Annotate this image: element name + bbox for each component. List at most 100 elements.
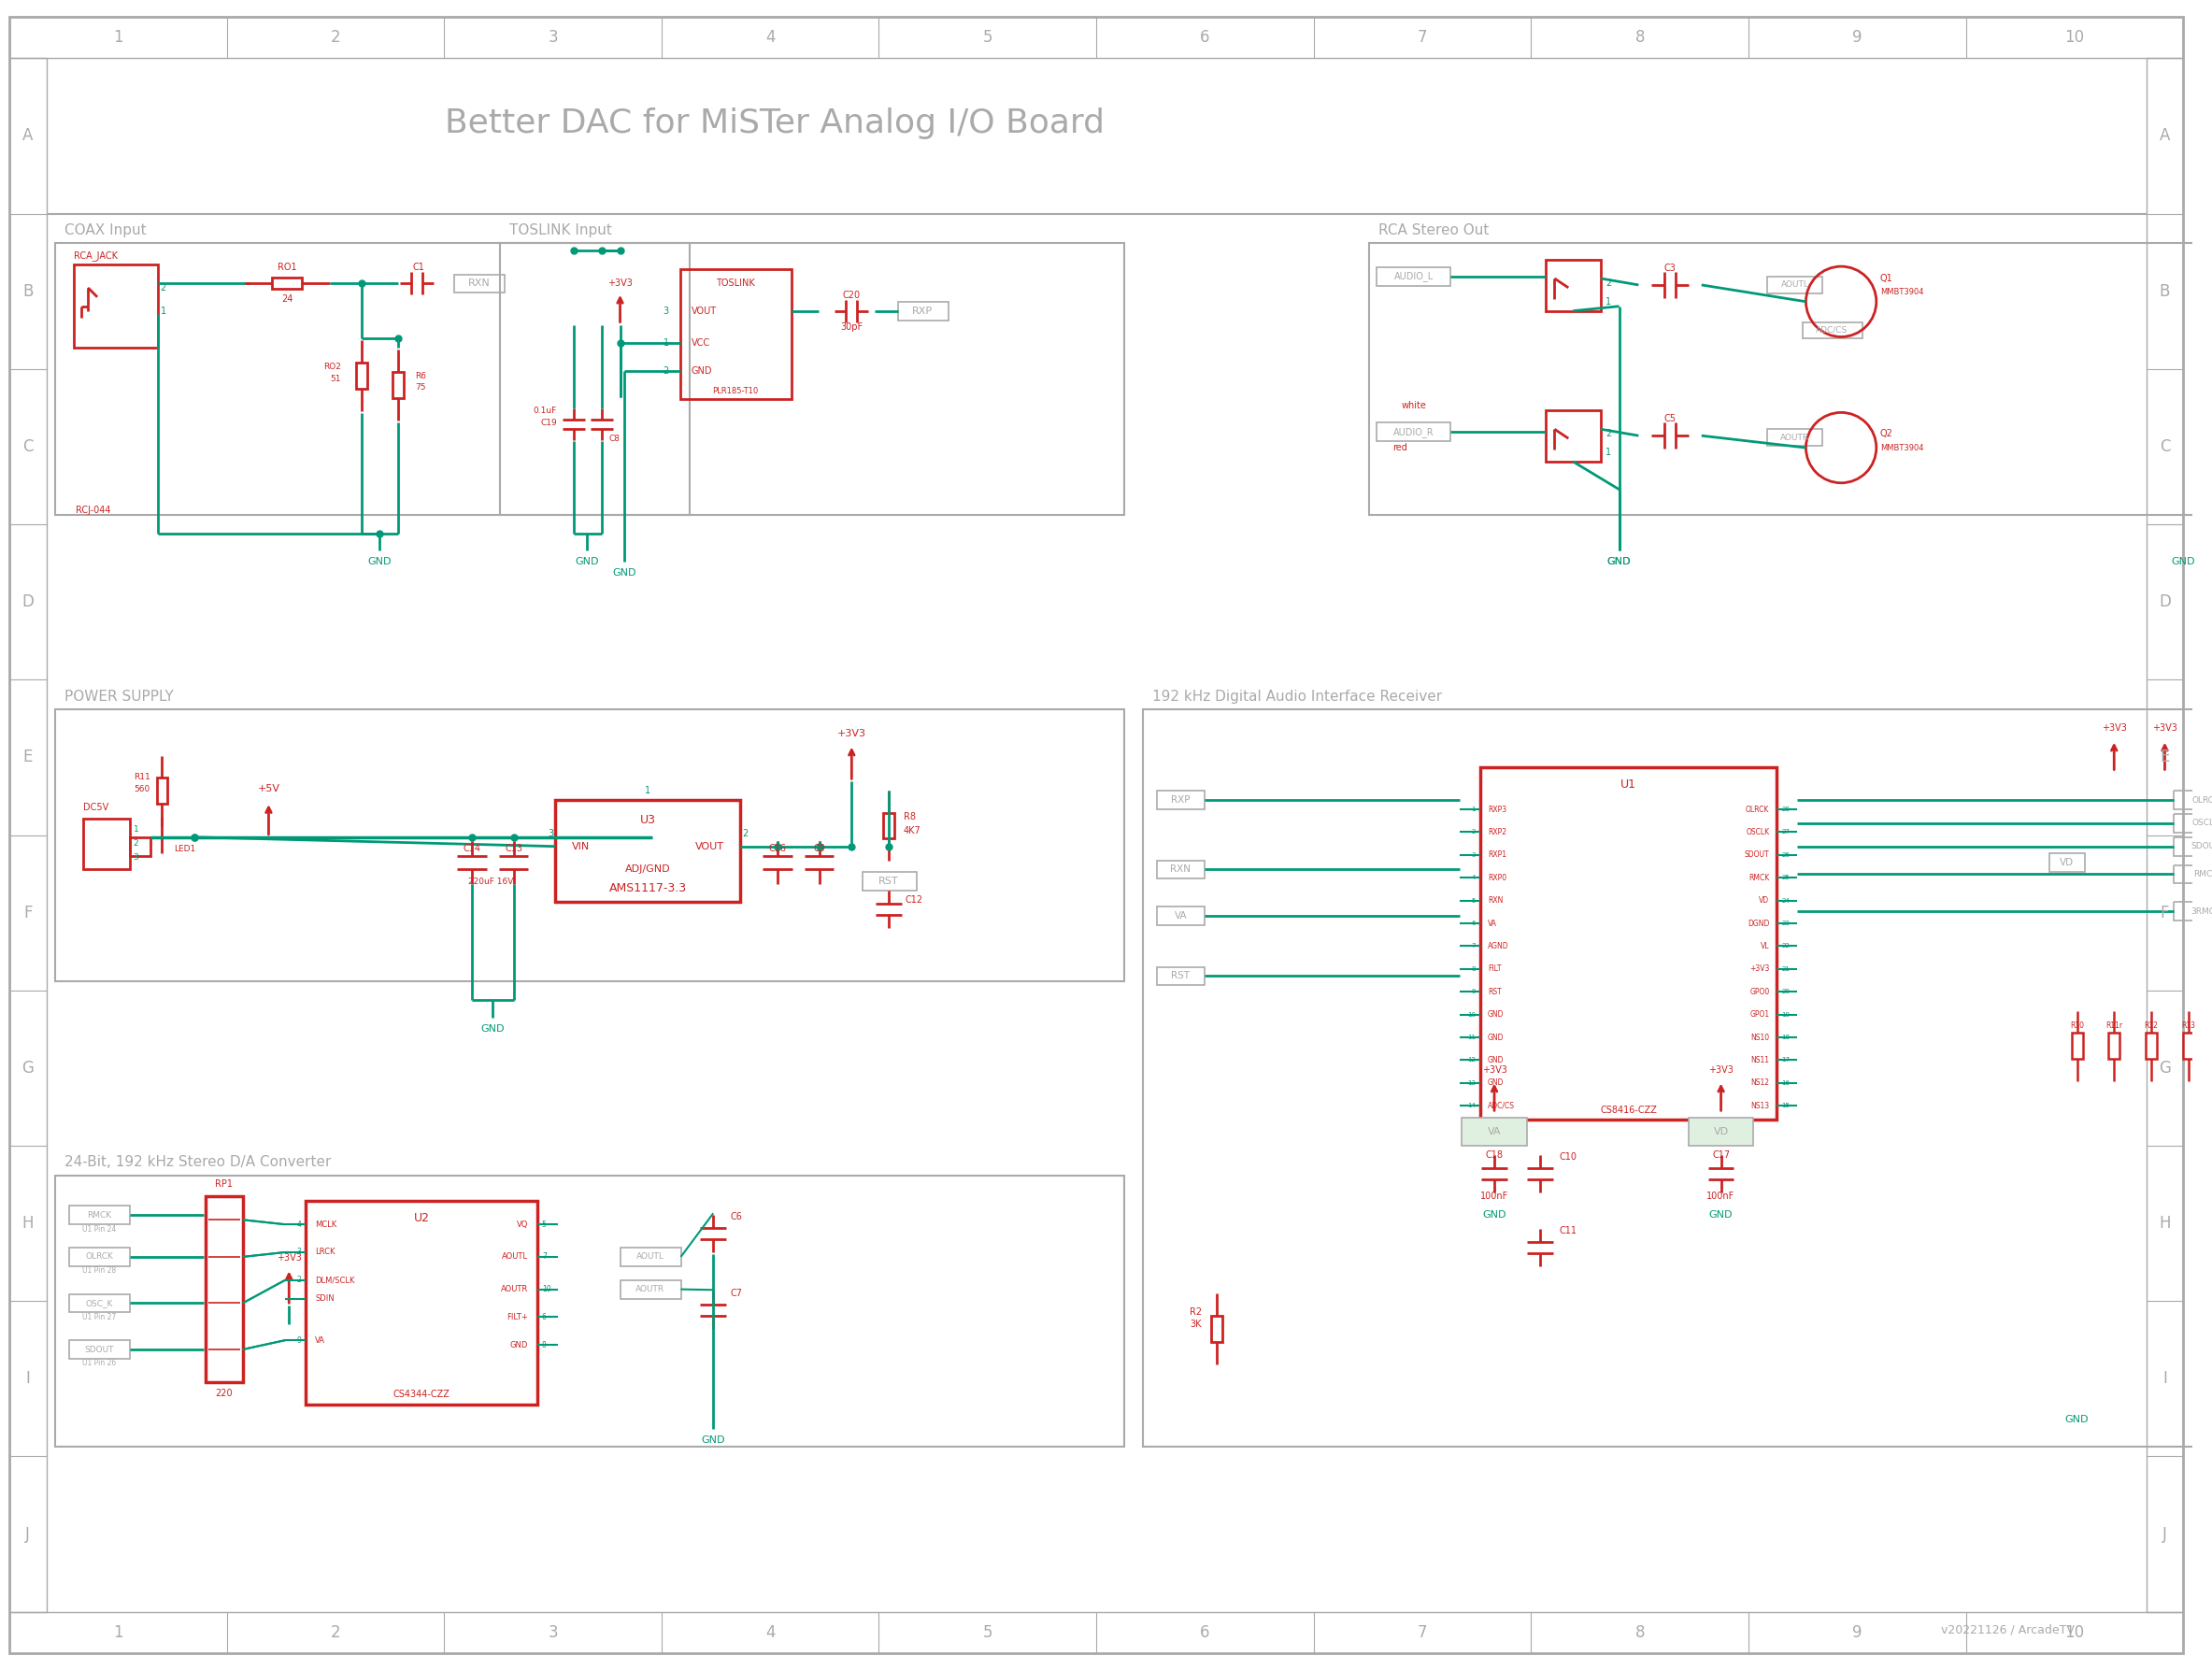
Text: 7: 7 xyxy=(1418,1625,1427,1642)
Text: 100nF: 100nF xyxy=(1480,1192,1509,1201)
Text: 220uF 16V: 220uF 16V xyxy=(467,877,513,885)
Text: 7: 7 xyxy=(542,1252,546,1261)
Text: R11r: R11r xyxy=(2106,1022,2124,1030)
Text: U1 Pin 26: U1 Pin 26 xyxy=(82,1359,115,1368)
Text: 18: 18 xyxy=(1781,1034,1790,1040)
Bar xyxy=(1212,1316,1223,1341)
Text: 3: 3 xyxy=(549,828,553,838)
Text: GND: GND xyxy=(1489,1079,1504,1087)
Text: RXP0: RXP0 xyxy=(1489,873,1506,882)
Text: G: G xyxy=(2159,1059,2170,1077)
Text: AOUTR: AOUTR xyxy=(1781,433,1809,443)
Bar xyxy=(131,837,150,855)
Bar xyxy=(9,17,2183,58)
Text: E: E xyxy=(2159,748,2170,767)
Text: RCJ-044: RCJ-044 xyxy=(75,506,111,514)
Text: 0.1uF: 0.1uF xyxy=(533,406,557,414)
Text: 11: 11 xyxy=(1467,1034,1475,1040)
Text: CS4344-CZZ: CS4344-CZZ xyxy=(394,1389,449,1398)
Text: 192 kHz Digital Audio Interface Receiver: 192 kHz Digital Audio Interface Receiver xyxy=(1152,690,1442,703)
Bar xyxy=(69,1294,131,1313)
Text: 2: 2 xyxy=(330,28,341,45)
Text: 9: 9 xyxy=(1851,28,1863,45)
Bar xyxy=(69,1247,131,1266)
Bar xyxy=(1767,277,1823,294)
Bar xyxy=(9,58,46,1612)
Text: 560: 560 xyxy=(135,785,150,793)
Bar xyxy=(69,1206,131,1224)
Text: GND: GND xyxy=(1608,556,1630,566)
Bar xyxy=(883,813,894,838)
Text: 7: 7 xyxy=(1471,944,1475,949)
Text: OLRCK: OLRCK xyxy=(2192,797,2212,805)
Text: 2: 2 xyxy=(1471,830,1475,835)
Text: AMS1117-3.3: AMS1117-3.3 xyxy=(608,882,686,893)
Text: CS8416-CZZ: CS8416-CZZ xyxy=(1599,1106,1657,1116)
Text: GND: GND xyxy=(1489,1010,1504,1019)
Bar xyxy=(1157,967,1206,985)
Text: AOUTL: AOUTL xyxy=(1781,281,1809,289)
Bar xyxy=(2183,1034,2194,1059)
Bar xyxy=(1688,1117,1754,1146)
Text: RO1: RO1 xyxy=(276,262,296,272)
Bar xyxy=(206,1197,243,1381)
Text: 4: 4 xyxy=(765,1625,774,1642)
Text: GND: GND xyxy=(511,1341,529,1349)
Bar xyxy=(863,872,916,890)
Text: R8: R8 xyxy=(902,812,916,822)
Text: 1: 1 xyxy=(664,339,668,347)
Text: 100nF: 100nF xyxy=(1708,1192,1734,1201)
Text: +3V3: +3V3 xyxy=(836,728,867,738)
Text: SDOUT: SDOUT xyxy=(2190,842,2212,850)
Text: AOUTL: AOUTL xyxy=(637,1252,664,1261)
Text: GND: GND xyxy=(575,556,599,566)
Text: B: B xyxy=(22,282,33,299)
Bar xyxy=(2108,1034,2119,1059)
Bar xyxy=(2146,58,2183,1612)
Text: C8: C8 xyxy=(608,434,619,443)
Text: 10: 10 xyxy=(542,1284,551,1294)
Text: DLM/SCLK: DLM/SCLK xyxy=(314,1276,354,1284)
Text: white: white xyxy=(1402,401,1427,411)
Text: FILT: FILT xyxy=(1489,965,1502,974)
Bar xyxy=(1157,907,1206,925)
Text: 3RMCK: 3RMCK xyxy=(2190,907,2212,915)
Text: OLRCK: OLRCK xyxy=(1745,805,1770,813)
Text: +3V3: +3V3 xyxy=(1750,965,1770,974)
Text: +3V3: +3V3 xyxy=(1708,1065,1734,1074)
Text: Better DAC for MiSTer Analog I/O Board: Better DAC for MiSTer Analog I/O Board xyxy=(445,107,1104,139)
Text: 2: 2 xyxy=(743,828,748,838)
Bar xyxy=(1157,860,1206,878)
Text: C6: C6 xyxy=(730,1212,741,1222)
Bar xyxy=(2070,1034,2084,1059)
Text: RST: RST xyxy=(1489,987,1502,995)
Bar xyxy=(2174,837,2212,855)
Text: 1: 1 xyxy=(1606,448,1610,458)
Text: 2: 2 xyxy=(664,366,668,376)
Text: 8: 8 xyxy=(542,1341,546,1349)
Text: VOUT: VOUT xyxy=(690,306,717,316)
Text: RST: RST xyxy=(1170,972,1190,980)
Bar xyxy=(679,269,792,399)
Text: OSCLK: OSCLK xyxy=(1745,828,1770,837)
Text: 1: 1 xyxy=(1471,807,1475,812)
Text: POWER SUPPLY: POWER SUPPLY xyxy=(64,690,175,703)
Text: C5: C5 xyxy=(1663,414,1677,424)
Text: GPO1: GPO1 xyxy=(1750,1010,1770,1019)
Text: C: C xyxy=(2159,438,2170,454)
Bar xyxy=(2048,853,2084,872)
Text: 26: 26 xyxy=(1781,852,1790,858)
Text: R2: R2 xyxy=(1190,1308,1201,1318)
Bar xyxy=(1546,261,1601,311)
Text: J: J xyxy=(27,1526,31,1543)
Text: 4: 4 xyxy=(765,28,774,45)
Text: 27: 27 xyxy=(1781,830,1790,835)
Text: 3: 3 xyxy=(133,853,139,862)
Text: OSCLK: OSCLK xyxy=(2192,818,2212,827)
Bar xyxy=(55,710,1124,980)
Text: OSC_K: OSC_K xyxy=(86,1299,113,1308)
Text: C18: C18 xyxy=(1486,1151,1504,1159)
Text: RXP: RXP xyxy=(1170,795,1190,805)
Bar xyxy=(84,818,131,870)
Text: VIN: VIN xyxy=(573,842,591,852)
